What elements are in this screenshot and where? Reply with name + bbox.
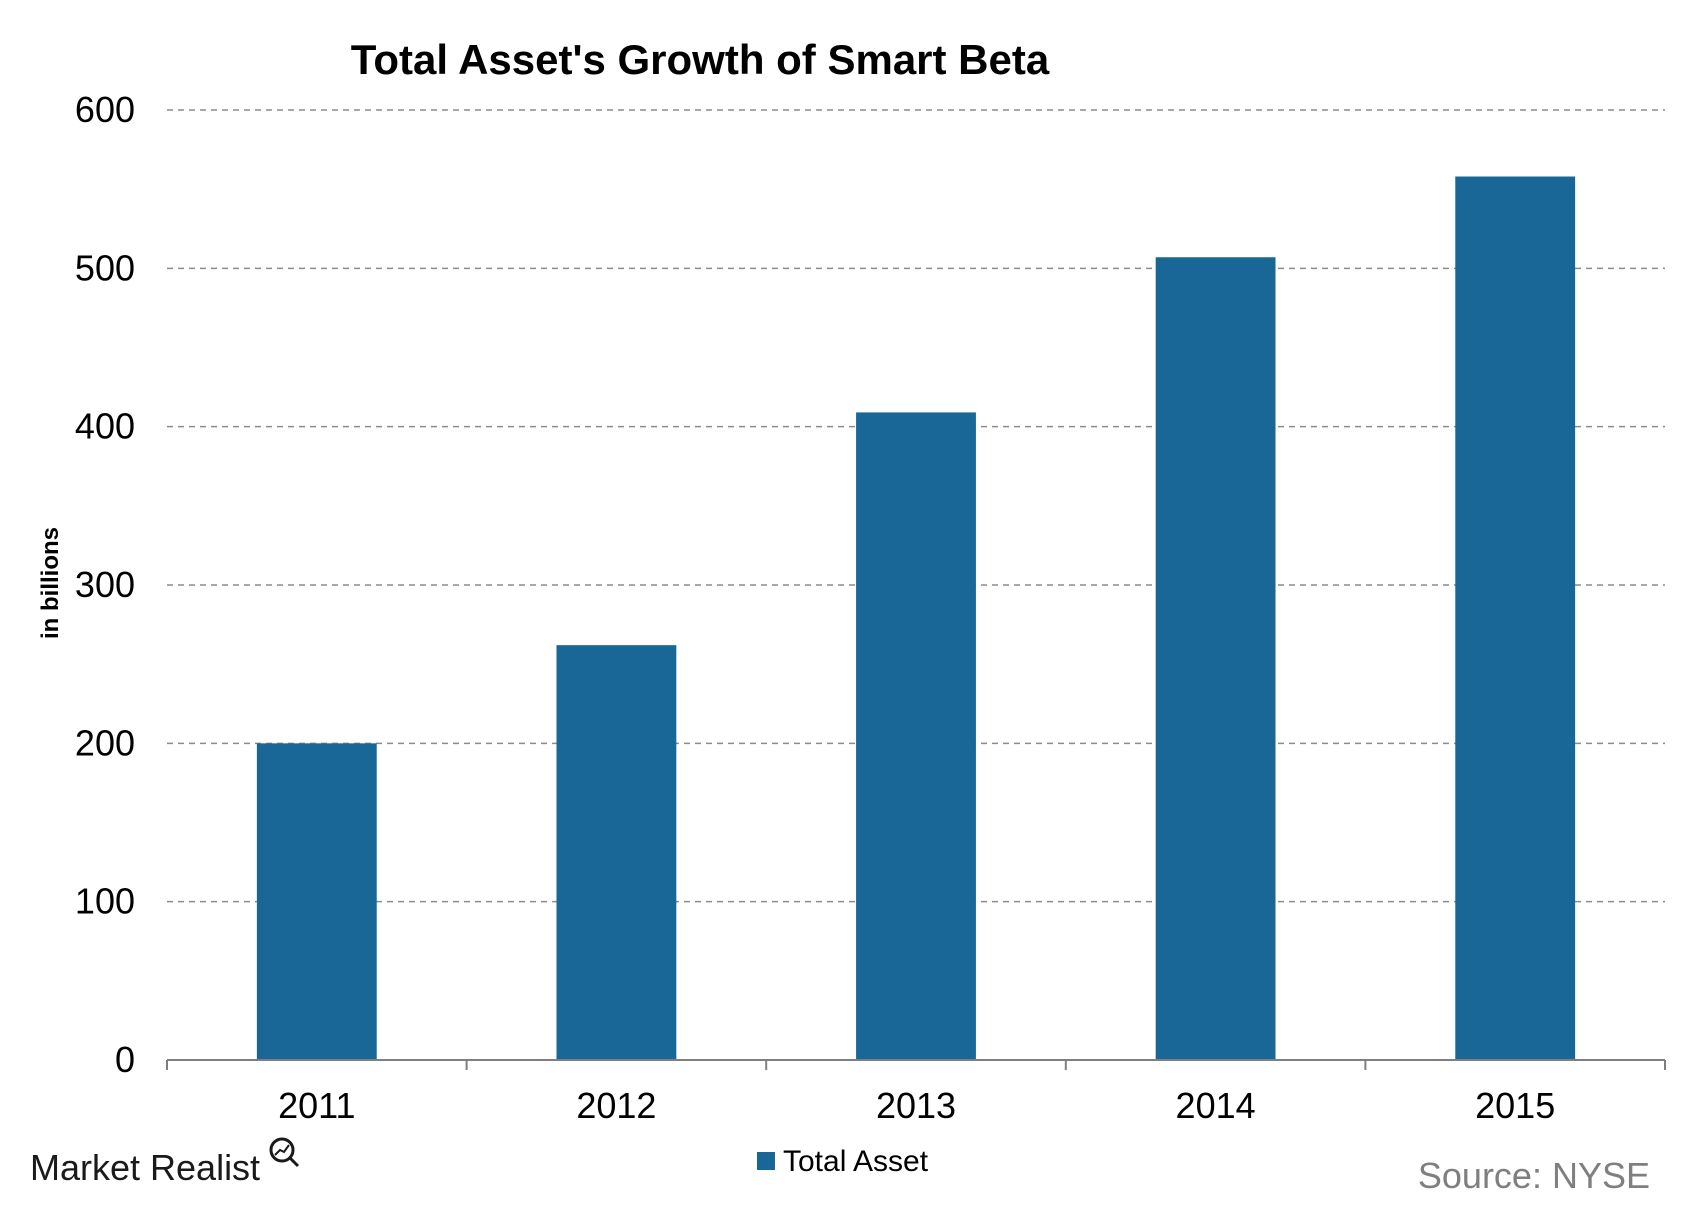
x-tick-label: 2012 (576, 1085, 656, 1126)
y-tick-label: 400 (75, 406, 135, 447)
bars (256, 176, 1576, 1061)
source-note: Source: NYSE (1418, 1155, 1650, 1196)
x-tick-labels: 2011 2012 2013 2014 2015 (278, 1085, 1555, 1126)
magnifier-chart-icon (269, 1137, 300, 1168)
y-tick-label: 300 (75, 564, 135, 605)
y-tick-label: 600 (75, 89, 135, 130)
legend-swatch (757, 1152, 775, 1170)
bar (1455, 176, 1576, 1060)
legend-label: Total Asset (783, 1145, 929, 1178)
logo-text: Market Realist (30, 1147, 260, 1188)
y-tick-label: 500 (75, 247, 135, 288)
x-tick-label: 2011 (278, 1085, 355, 1126)
x-tick-label: 2014 (1176, 1085, 1256, 1126)
y-tick-labels: 0 100 200 300 400 500 600 (75, 89, 135, 1080)
chart-title: Total Asset's Growth of Smart Beta (351, 36, 1050, 83)
bar (556, 645, 677, 1060)
legend: Total Asset (757, 1145, 929, 1178)
bar (856, 412, 976, 1061)
y-axis-label: in billions (37, 527, 64, 639)
y-tick-label: 200 (75, 722, 135, 763)
axes (166, 1059, 1666, 1070)
market-realist-logo: Market Realist (30, 1137, 300, 1188)
bar (256, 743, 377, 1060)
x-tick-label: 2013 (876, 1085, 956, 1126)
x-tick-label: 2015 (1475, 1085, 1555, 1126)
bar (1155, 257, 1276, 1060)
y-tick-label: 0 (115, 1039, 135, 1080)
y-tick-label: 100 (75, 881, 135, 922)
